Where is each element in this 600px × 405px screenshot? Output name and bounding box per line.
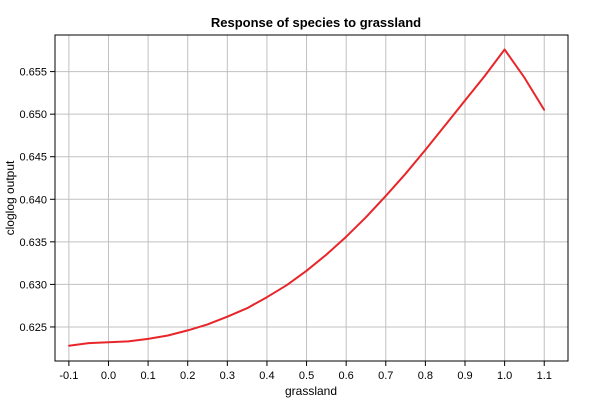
data-point [464, 99, 466, 102]
data-point [127, 340, 130, 343]
data-point [484, 75, 486, 77]
y-tick-label: 0.635 [19, 237, 47, 249]
x-tick-label: 0.3 [220, 370, 235, 382]
data-point [107, 341, 110, 344]
y-tick-label: 0.645 [19, 152, 47, 164]
data-point [345, 235, 347, 238]
x-tick-label: 0.4 [259, 370, 274, 382]
data-point [305, 269, 308, 272]
data-point [68, 344, 70, 347]
data-point [226, 315, 229, 318]
x-tick-label: 0.0 [101, 370, 116, 382]
data-point [503, 48, 506, 51]
x-tick-label: 0.2 [180, 370, 195, 382]
x-tick-label: 0.9 [457, 370, 472, 382]
data-point [266, 296, 268, 298]
x-tick-label: 0.6 [339, 370, 354, 382]
y-axis-label: cloglog output [3, 160, 17, 235]
data-point [424, 149, 427, 151]
data-point [206, 323, 209, 326]
data-point [285, 284, 288, 287]
data-point [186, 329, 189, 332]
data-point [523, 76, 526, 79]
y-axis-ticks: 0.625 0.630 0.635 0.640 0.645 0.650 0.655 [19, 67, 55, 334]
data-point [404, 172, 407, 175]
x-tick-label: 0.1 [140, 370, 155, 382]
plot-area-frame [54, 34, 569, 362]
grid-lines [55, 35, 568, 361]
series-points [68, 48, 546, 347]
data-point [87, 342, 90, 344]
x-tick-label: 1.0 [497, 370, 512, 382]
data-point [365, 216, 367, 218]
x-axis-ticks: -0.1 0.0 0.1 0.2 0.3 0.4 0.5 0.6 0.7 0.8 0.9 1.0 1.1 [59, 361, 552, 382]
data-point [444, 124, 446, 127]
x-tick-label: 0.5 [299, 370, 314, 382]
y-tick-label: 0.640 [19, 194, 47, 206]
data-point [384, 195, 387, 197]
data-point [325, 253, 328, 256]
y-tick-label: 0.630 [19, 279, 47, 291]
y-tick-label: 0.650 [19, 109, 47, 121]
data-point [246, 307, 248, 310]
data-point [543, 109, 546, 111]
data-point [167, 334, 169, 337]
x-tick-label: 0.7 [378, 370, 393, 382]
y-tick-label: 0.625 [19, 322, 47, 334]
data-point [147, 338, 149, 340]
chart-title: Response of species to grassland [211, 15, 421, 30]
y-tick-label: 0.655 [19, 67, 47, 79]
x-axis-label: grassland [285, 384, 337, 398]
x-tick-label: 1.1 [537, 370, 552, 382]
x-tick-label: 0.8 [418, 370, 433, 382]
x-tick-label: -0.1 [59, 370, 78, 382]
